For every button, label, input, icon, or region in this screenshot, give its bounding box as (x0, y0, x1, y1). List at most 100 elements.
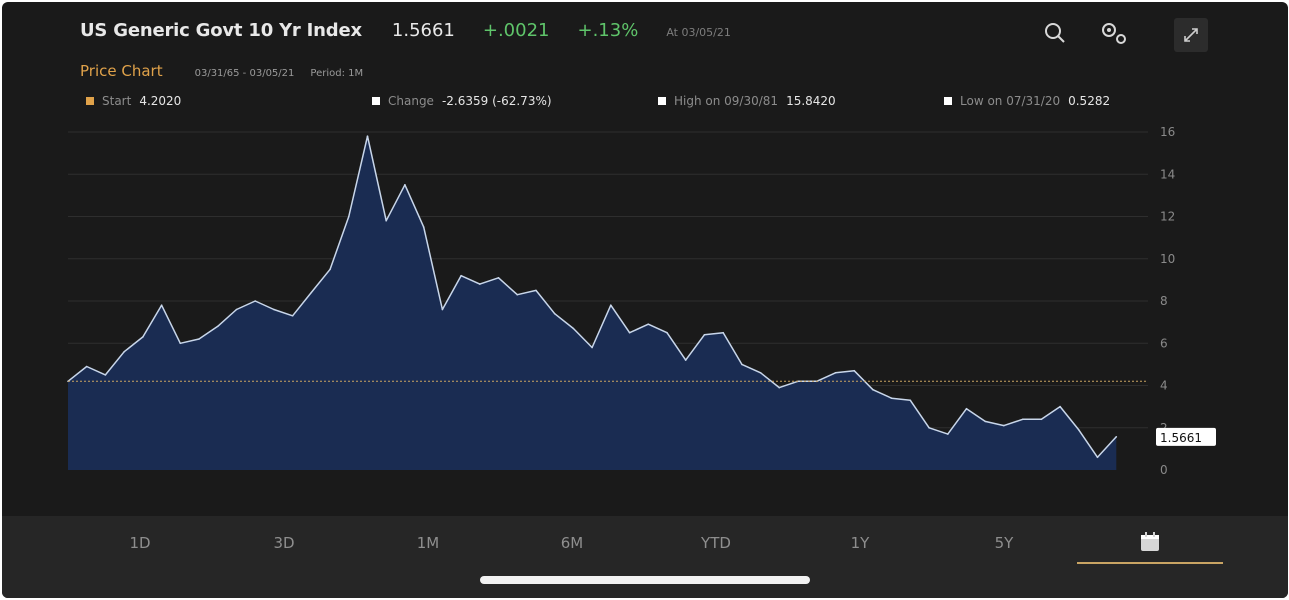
data-point-2010 (909, 399, 912, 402)
change-legend-swatch (372, 97, 380, 105)
tab-ytd[interactable]: YTD (701, 534, 731, 552)
active-tab-indicator (1077, 562, 1223, 564)
data-point-1986 (460, 274, 462, 277)
data-point-1969 (142, 336, 144, 338)
area-series (68, 136, 1117, 470)
data-point-2020 (1096, 456, 1099, 459)
data-point-2002 (759, 372, 762, 374)
tab-5y[interactable]: 5Y (994, 534, 1014, 552)
data-point-1984 (422, 226, 425, 228)
y-tick-label-10: 10 (1160, 252, 1175, 266)
data-point-2001 (741, 363, 743, 366)
data-point-2009 (890, 397, 893, 400)
low-legend-swatch (944, 97, 952, 105)
data-point-1981 (366, 135, 369, 137)
period-label: Period: 1M (310, 68, 364, 79)
data-point-1975 (254, 300, 256, 302)
tab-1d[interactable]: 1D (129, 534, 151, 552)
as-of-date: At 03/05/21 (666, 26, 731, 39)
collapse-icon[interactable] (1174, 18, 1208, 52)
data-point-1967 (104, 374, 107, 376)
data-point-1966 (85, 365, 88, 368)
data-point-1972 (198, 338, 200, 340)
data-point-1979 (329, 268, 331, 271)
high-legend-swatch (658, 97, 666, 105)
data-point-2014 (984, 420, 986, 423)
data-point-2006 (834, 372, 837, 374)
data-point-1970 (160, 304, 163, 306)
stat-high-label: High on 09/30/81 (674, 94, 779, 108)
data-point-1976 (273, 308, 275, 311)
y-tick-label-8: 8 (1160, 294, 1168, 308)
y-tick-label-14: 14 (1160, 167, 1175, 181)
data-point-1992 (572, 327, 575, 330)
data-point-1978 (310, 291, 313, 294)
data-point-2012 (947, 433, 949, 435)
data-point-1973 (217, 325, 219, 328)
y-tick-label-12: 12 (1160, 210, 1175, 224)
stat-start-value: 4.2020 (139, 94, 182, 108)
percent-change: +.13% (577, 20, 639, 41)
data-point-1971 (179, 342, 182, 345)
y-tick-label-0: 0 (1160, 463, 1168, 477)
last-value-tag (1156, 427, 1216, 446)
data-point-2003 (778, 386, 781, 389)
period-tab-bar: 1D 3D 1M 6M YTD 1Y 5Y (2, 516, 1288, 598)
stat-low-label: Low on 07/31/20 (960, 94, 1061, 108)
stat-low-value: 0.5282 (1068, 94, 1111, 108)
data-point-2019 (1078, 429, 1080, 431)
data-point-2008 (872, 388, 874, 391)
data-point-1994 (610, 304, 612, 306)
settings-icon[interactable] (1097, 18, 1127, 48)
data-point-1999 (703, 334, 706, 336)
data-point-1990 (535, 289, 537, 292)
tab-1y[interactable]: 1Y (850, 534, 870, 552)
y-tick-label-6: 6 (1160, 336, 1168, 350)
data-point-1989 (516, 293, 519, 296)
data-point-1988 (497, 277, 500, 279)
data-point-1968 (123, 350, 125, 353)
stat-start: Start 4.2020 (86, 94, 181, 108)
calendar-icon[interactable] (1110, 530, 1190, 558)
data-point-1974 (235, 308, 238, 311)
price-chart[interactable]: 0 2 4 6 8 10 12 14 16 1.5661 (2, 122, 1288, 482)
y-tick-label-16: 16 (1160, 125, 1175, 139)
stat-start-label: Start (102, 94, 132, 108)
data-point-2015 (1003, 424, 1005, 427)
price-chart-label: Price Chart (80, 62, 163, 80)
data-point-1982 (385, 219, 388, 222)
data-point-1985 (441, 308, 444, 311)
start-legend-swatch (86, 97, 94, 105)
y-tick-label-4: 4 (1160, 379, 1168, 393)
data-point-2007 (853, 369, 855, 372)
data-point-2018 (1059, 405, 1061, 408)
stat-low: Low on 07/31/20 0.5282 (944, 94, 1110, 108)
date-range: 03/31/65 - 03/05/21 (194, 68, 295, 79)
last-value-label: 1.5661 (1160, 431, 1202, 445)
search-icon[interactable] (1040, 18, 1070, 48)
data-point-1987 (479, 283, 481, 285)
subheader: Price Chart 03/31/65 - 03/05/21 Period: … (80, 62, 363, 80)
security-title: US Generic Govt 10 Yr Index (80, 20, 362, 41)
data-point-1977 (291, 315, 294, 317)
data-point-1983 (404, 184, 406, 186)
tab-6m[interactable]: 6M (560, 534, 584, 552)
header: US Generic Govt 10 Yr Index 1.5661 +.002… (80, 20, 731, 48)
stat-high-value: 15.8420 (786, 94, 836, 108)
tab-3d[interactable]: 3D (273, 534, 295, 552)
data-point-2000 (722, 331, 724, 334)
data-point-2016 (1021, 418, 1024, 421)
y-tick-label-2: 2 (1160, 421, 1168, 435)
stat-change: Change -2.6359 (-62.73%) (372, 94, 552, 108)
data-point-1998 (684, 359, 687, 361)
data-point-2021 (1115, 436, 1118, 438)
data-point-2011 (928, 427, 930, 429)
last-price: 1.5661 (391, 20, 455, 41)
net-change: +.0021 (482, 20, 550, 41)
stat-high: High on 09/30/81 15.8420 (658, 94, 836, 108)
stat-change-value: -2.6359 (-62.73%) (441, 94, 552, 108)
tab-1m[interactable]: 1M (416, 534, 440, 552)
stat-change-label: Change (388, 94, 434, 108)
home-indicator (480, 576, 810, 584)
